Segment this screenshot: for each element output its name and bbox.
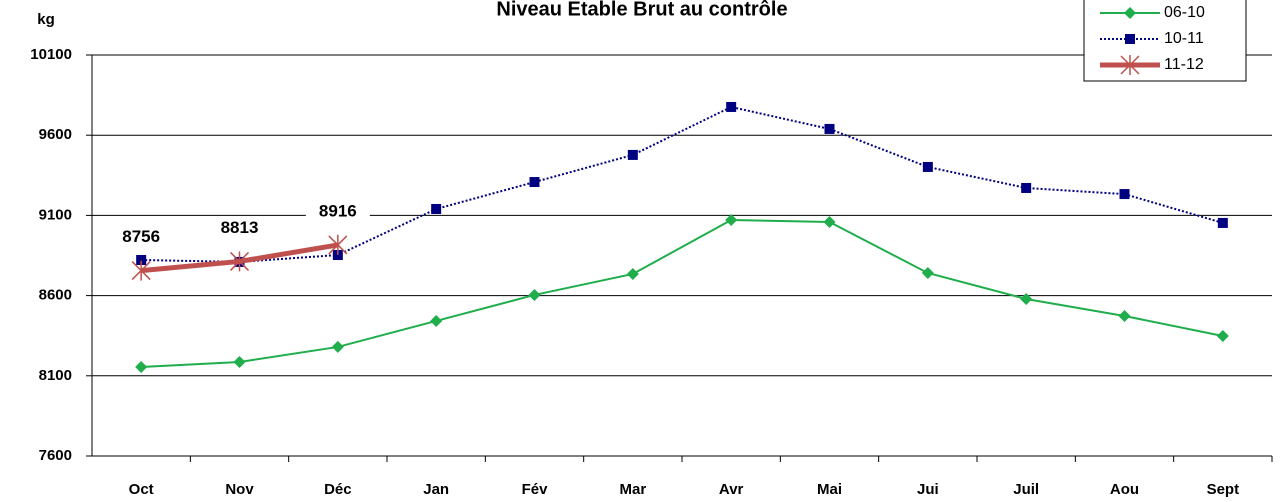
x-tick-label: Nov bbox=[225, 481, 254, 498]
marker bbox=[1125, 34, 1135, 44]
marker bbox=[529, 177, 540, 188]
x-tick-label: Jui bbox=[917, 481, 939, 498]
x-tick-label: Sept bbox=[1207, 481, 1240, 498]
y-tick-label: 8600 bbox=[39, 287, 72, 304]
marker bbox=[1020, 292, 1033, 305]
marker bbox=[1217, 217, 1228, 228]
marker bbox=[431, 203, 442, 214]
data-label-bg bbox=[109, 226, 174, 249]
marker bbox=[725, 214, 738, 227]
x-tick-label: Avr bbox=[719, 481, 744, 498]
marker bbox=[1119, 189, 1130, 200]
marker bbox=[1120, 55, 1140, 75]
x-tick-label: Aou bbox=[1110, 481, 1139, 498]
marker bbox=[626, 267, 639, 280]
marker bbox=[332, 250, 343, 261]
x-tick-label: Fév bbox=[522, 481, 549, 498]
legend-label: 11-12 bbox=[1164, 56, 1204, 73]
y-tick-label: 8100 bbox=[39, 367, 72, 384]
x-tick-label: Mar bbox=[619, 481, 646, 498]
data-label: 8756 bbox=[122, 227, 160, 246]
marker bbox=[1124, 7, 1136, 19]
marker bbox=[726, 101, 737, 112]
x-tick-label: Déc bbox=[324, 481, 352, 498]
y-tick-label: 7600 bbox=[39, 447, 72, 464]
legend-label: 06-10 bbox=[1164, 4, 1205, 21]
marker bbox=[430, 314, 443, 327]
data-label-bg bbox=[207, 217, 272, 240]
marker bbox=[921, 266, 934, 279]
series-line bbox=[141, 219, 1224, 368]
x-tick-label: Juil bbox=[1013, 481, 1039, 498]
y-tick-label: 10100 bbox=[30, 46, 72, 63]
marker bbox=[824, 123, 835, 134]
marker bbox=[1118, 309, 1131, 322]
y-tick-label: 9100 bbox=[39, 206, 72, 223]
series-line bbox=[141, 105, 1224, 263]
marker bbox=[331, 340, 344, 353]
data-label-bg bbox=[305, 200, 370, 223]
marker bbox=[528, 288, 541, 301]
chart-title: Niveau Etable Brut au contrôle bbox=[496, 0, 787, 20]
marker bbox=[131, 260, 151, 281]
legend-label: 10-11 bbox=[1164, 30, 1204, 47]
marker bbox=[135, 360, 148, 373]
y-tick-label: 9600 bbox=[39, 126, 72, 143]
data-label: 8813 bbox=[221, 218, 259, 237]
marker bbox=[627, 149, 638, 160]
marker bbox=[1021, 182, 1032, 193]
data-label: 8916 bbox=[319, 201, 357, 220]
marker bbox=[1216, 330, 1229, 343]
marker bbox=[229, 251, 250, 272]
marker bbox=[328, 234, 348, 255]
marker bbox=[136, 254, 147, 265]
x-tick-label: Jan bbox=[423, 481, 449, 498]
marker bbox=[233, 356, 246, 369]
x-tick-label: Oct bbox=[129, 481, 154, 498]
x-tick-label: Mai bbox=[817, 481, 842, 498]
y-axis-label: kg bbox=[37, 11, 55, 28]
marker bbox=[823, 215, 836, 228]
marker bbox=[922, 161, 933, 172]
